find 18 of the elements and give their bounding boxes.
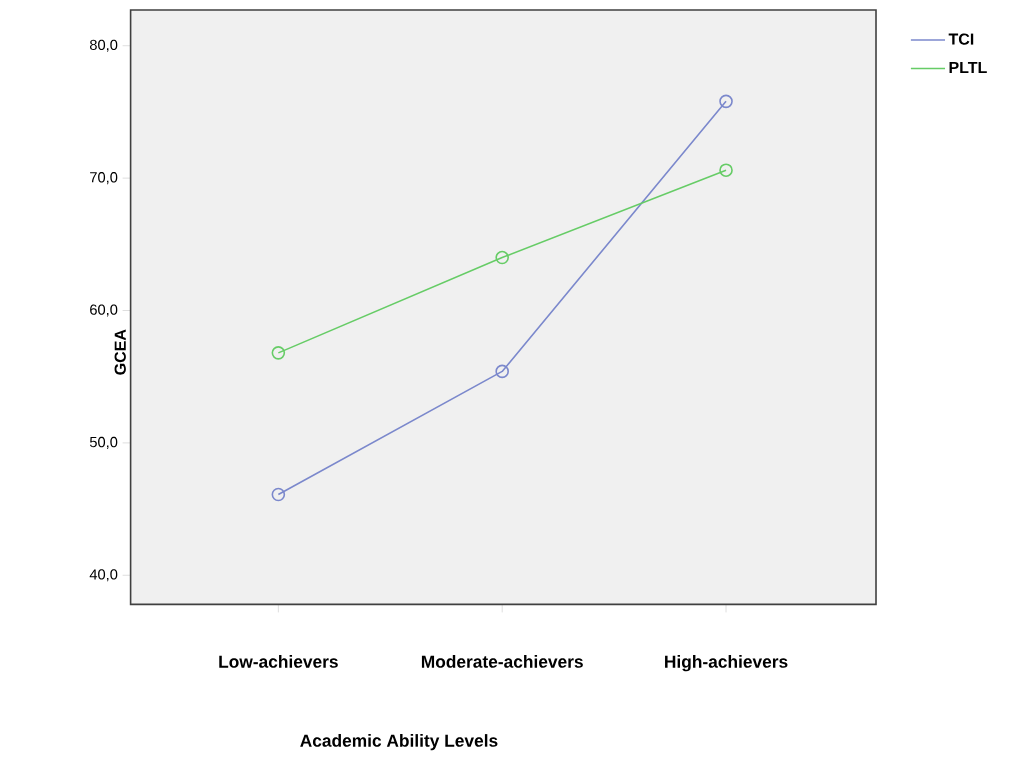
y-axis-title: GCEA [114, 329, 126, 375]
y-tick-label: 80,0 [89, 39, 118, 52]
x-tick-label: High-achievers [665, 655, 788, 672]
y-tick-label: 60,0 [90, 304, 118, 317]
point [719, 94, 733, 109]
y-tick-label: 50,0 [89, 436, 118, 449]
y-tick-label: 70,0 [90, 172, 118, 185]
y-tick-label: 40,0 [89, 569, 118, 582]
point [271, 346, 286, 360]
legend-label: PLTL [949, 61, 987, 73]
point [719, 163, 733, 177]
point [271, 487, 286, 502]
x-tick-label: Low-achievers [219, 655, 338, 668]
point [495, 250, 509, 265]
x-axis-title: Academic Ability Levels [300, 734, 498, 751]
x-tick-label: Moderate-achievers [421, 655, 583, 668]
legend-label: TCI [948, 33, 974, 45]
point [495, 364, 509, 379]
